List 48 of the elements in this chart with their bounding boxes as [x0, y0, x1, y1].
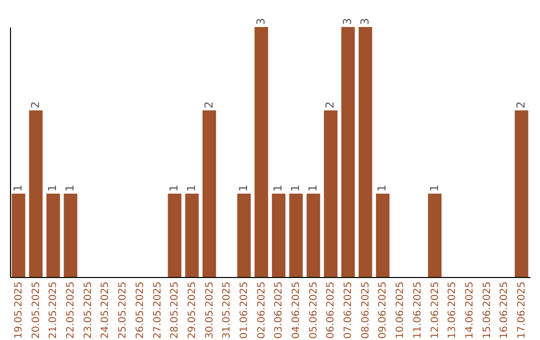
x-tick-label: 31.05.2025 [222, 282, 233, 339]
data-label: 1 [376, 184, 389, 192]
data-label: 1 [272, 184, 285, 192]
data-label: 1 [46, 184, 60, 192]
x-tick-label: 28.05.2025 [170, 282, 181, 339]
x-tick-label: 24.05.2025 [100, 282, 112, 339]
x-tick-label: 10.06.2025 [395, 282, 406, 339]
x-tick-label: 20.05.2025 [30, 282, 42, 339]
x-tick-label: 17.06.2025 [516, 282, 528, 339]
data-label: 1 [64, 184, 77, 192]
x-tick-label: 08.06.2025 [360, 282, 372, 339]
data-label: 1 [428, 184, 441, 192]
x-tick-label: 27.05.2025 [152, 282, 164, 339]
x-tick-label: 29.05.2025 [186, 282, 198, 339]
x-tick-label: 06.06.2025 [326, 282, 337, 339]
x-tick-label: 03.06.2025 [274, 282, 285, 339]
data-label: 2 [324, 101, 337, 108]
x-tick-label: 14.06.2025 [464, 282, 476, 339]
x-tick-label: 09.06.2025 [378, 282, 389, 339]
x-tick-label: 01.06.2025 [238, 282, 250, 339]
x-tick-label: 21.05.2025 [48, 282, 60, 339]
x-tick-label: 26.05.2025 [134, 282, 146, 339]
data-label: 1 [306, 184, 320, 192]
x-tick-label: 25.05.2025 [118, 282, 129, 339]
data-label: 2 [28, 101, 42, 108]
x-tick-label: 30.05.2025 [204, 282, 216, 339]
x-tick-label: 02.06.2025 [256, 282, 268, 339]
data-label: 3 [254, 18, 268, 25]
data-label: 1 [12, 184, 24, 192]
x-tick-label: 05.06.2025 [308, 282, 320, 339]
x-tick-label: 12.06.2025 [430, 282, 441, 339]
x-tick-label: 15.06.2025 [482, 282, 493, 339]
data-label: 1 [289, 184, 302, 192]
x-tick-label: 16.06.2025 [499, 282, 510, 339]
x-tick-label: 04.06.2025 [291, 282, 302, 339]
data-label: 2 [514, 101, 528, 108]
x-tick-label: 23.05.2025 [82, 282, 94, 339]
data-label: 3 [341, 18, 354, 25]
data-label: 1 [236, 184, 250, 192]
data-label: 2 [202, 101, 216, 108]
x-tick-label: 13.06.2025 [447, 282, 458, 339]
data-label: 3 [358, 18, 372, 25]
data-label: 1 [184, 184, 198, 192]
x-tick-label: 11.06.2025 [412, 282, 424, 339]
x-tick-label: 22.05.2025 [66, 282, 77, 339]
x-tick-label: 19.05.2025 [14, 282, 24, 339]
data-label: 1 [168, 184, 181, 192]
x-tick-label: 07.06.2025 [343, 282, 354, 339]
